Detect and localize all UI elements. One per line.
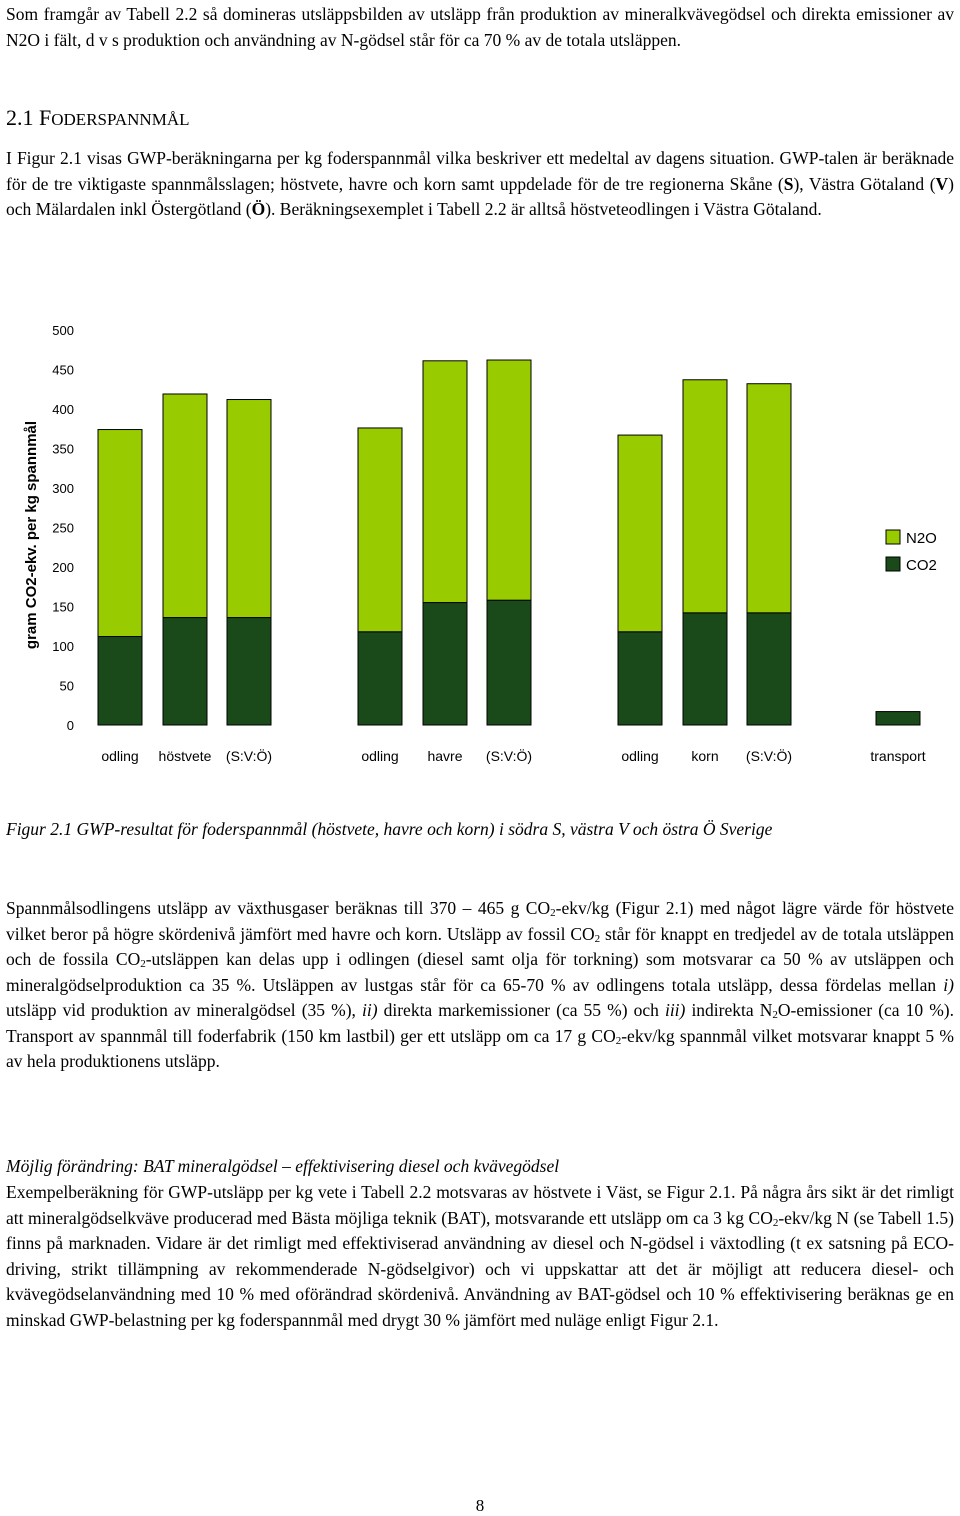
x-group-label: korn: [691, 748, 718, 764]
x-group-label: (S:V:Ö): [746, 747, 792, 764]
x-group-label: odling: [621, 748, 658, 764]
bar-co2-3: [357, 631, 403, 726]
p1-text-b: ), Västra Götaland (: [793, 173, 936, 194]
bar-n2o-0: [97, 429, 143, 638]
x-group-label: (S:V:Ö): [486, 747, 532, 764]
x-group-label: odling: [101, 748, 138, 764]
paragraph-results: Spannmålsodlingens utsläpp av växthusgas…: [6, 896, 954, 1075]
y-tick-label: 350: [52, 442, 74, 457]
x-group-label: höstvete: [159, 748, 212, 764]
bar-co2-9: [875, 711, 921, 726]
legend-label-co2: CO2: [906, 557, 937, 574]
x-group-label: havre: [427, 748, 462, 764]
bar-co2-7: [682, 612, 728, 726]
bar-co2-2: [226, 617, 272, 726]
y-axis-title-group: gram CO2-ekv. per kg spannmål: [23, 421, 40, 649]
y-axis-ticks: 0 50 100 150 200 250 300 350 400 450 500: [52, 323, 74, 733]
bar-co2-8: [746, 612, 792, 726]
sub-2: 2: [615, 1034, 622, 1047]
y-tick-label: 500: [52, 323, 74, 338]
bars: [97, 359, 921, 726]
p2-text-a3: -ekv/kg (Figur 2.1) med något lägre värd…: [6, 898, 955, 944]
sub-2: 2: [772, 1216, 779, 1229]
bar-co2-5: [486, 599, 532, 726]
bar-co2-6: [617, 631, 663, 726]
bar-n2o-4: [422, 360, 468, 604]
region-o: Ö: [251, 199, 266, 219]
x-group-label: odling: [361, 748, 398, 764]
p3-text-a3: -ekv/kg N (se Tabell 1.5) finns på markn…: [6, 1207, 954, 1330]
sub-2: 2: [550, 907, 556, 919]
bar-n2o-2: [226, 399, 272, 619]
intro-paragraph: Som framgår av Tabell 2.2 så domineras u…: [6, 4, 954, 50]
p1-text-a: I Figur 2.1 visas GWP-beräkningarna per …: [6, 148, 954, 194]
y-tick-label: 100: [52, 639, 74, 654]
sub-2: 2: [594, 932, 601, 945]
y-axis-title: gram CO2-ekv. per kg spannmål: [23, 421, 40, 649]
y-tick-label: 400: [52, 402, 74, 417]
section-first-letter: F: [39, 105, 52, 130]
p1-text-d: ). Beräkningsexemplet i Tabell 2.2 är al…: [265, 199, 822, 219]
subheading-possible-change: Möjlig förändring: BAT mineralgödsel – e…: [6, 1156, 560, 1176]
p2-text-e: direkta markemissioner (ca 55 %) och: [377, 1000, 665, 1020]
figure-caption: Figur 2.1 GWP-resultat för foderspannmål…: [6, 819, 773, 839]
enum-iii: iii): [664, 1000, 686, 1020]
section-heading: 2.1 FODERSPANNMÅL: [6, 104, 189, 134]
sub-2: 2: [772, 1009, 778, 1021]
section-title-rest: ODERSPANNMÅL: [51, 110, 190, 129]
legend-label-n2o: N2O: [906, 530, 937, 547]
bar-co2-1: [162, 617, 208, 726]
bar-co2-4: [422, 602, 468, 726]
p2-text-b3: står för knappt en tredjedel av de total…: [6, 923, 954, 970]
page-number: 8: [475, 1496, 485, 1515]
x-group-label: transport: [870, 748, 925, 764]
bar-n2o-8: [746, 383, 792, 614]
x-group-label: (S:V:Ö): [226, 747, 272, 764]
legend: N2O CO2: [885, 529, 937, 574]
p2-text-f3: O-emissioner (ca 10 %). Transport av spa…: [6, 1000, 954, 1046]
y-tick-label: 200: [52, 560, 74, 575]
y-tick-label: 450: [52, 363, 74, 378]
legend-swatch-co2: [885, 556, 901, 572]
section-number: 2.1: [6, 105, 39, 130]
region-v: V: [935, 173, 949, 194]
p2-text-d: utsläpp vid produktion av mineralgödsel …: [6, 1000, 362, 1020]
region-s: S: [783, 173, 794, 194]
legend-swatch-n2o: [885, 529, 901, 545]
paragraph-bat: Exempelberäkning för GWP-utsläpp per kg …: [6, 1180, 954, 1333]
p2-text-g3: -ekv/kg spannmål vilket motsvarar knappt…: [6, 1025, 954, 1072]
y-tick-label: 250: [52, 521, 74, 536]
bar-n2o-7: [682, 379, 728, 614]
p3-text-a: Exempelberäkning för GWP-utsläpp per kg …: [6, 1182, 954, 1228]
bar-n2o-5: [486, 359, 532, 601]
sub-2: 2: [140, 958, 146, 970]
bar-n2o-1: [162, 393, 208, 619]
p2-text-a: Spannmålsodlingens utsläpp av växthusgas…: [6, 898, 551, 918]
bar-n2o-6: [617, 434, 663, 633]
bar-co2-0: [97, 636, 143, 726]
bar-n2o-3: [357, 427, 403, 633]
enum-ii: ii): [361, 1000, 378, 1020]
x-axis-labels: odling höstvete (S:V:Ö) odling havre (S:V:Ö) o…: [101, 747, 925, 764]
y-tick-label: 0: [67, 718, 74, 733]
gwp-bar-chart: gram CO2-ekv. per kg spannmål 0 50 100 150 2…: [23, 323, 937, 764]
y-tick-label: 50: [60, 679, 74, 694]
paragraph-figure-intro: I Figur 2.1 visas GWP-beräkningarna per …: [6, 146, 954, 223]
enum-i: i): [943, 974, 954, 995]
y-tick-label: 300: [52, 481, 74, 496]
p2-text-c3: -utsläppen kan delas upp i odlingen (die…: [6, 949, 954, 995]
p1-text-c: ) och Mälardalen inkl Östergötland (: [6, 173, 954, 220]
p2-text-f: indirekta N: [685, 1000, 773, 1020]
y-tick-label: 150: [52, 600, 74, 615]
